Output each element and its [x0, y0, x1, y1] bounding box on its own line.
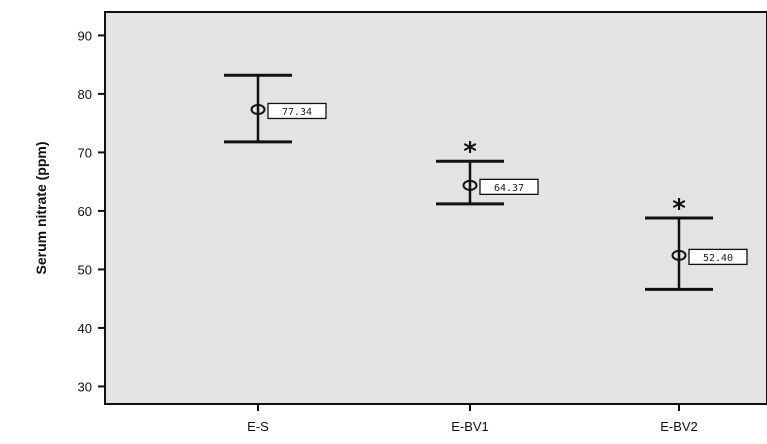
error-bars: 77.34 64.37 * 52.40 *: [224, 73, 748, 291]
mean-marker: [462, 179, 478, 191]
plot-area: [104, 11, 767, 405]
y-tick-label: 80: [78, 87, 92, 102]
x-tick-label: E-S: [247, 419, 269, 434]
significance-marker: *: [672, 194, 686, 224]
error-bar-group: 52.40 *: [645, 194, 748, 291]
error-bar-group: 64.37 *: [436, 137, 539, 206]
y-tick-label: 70: [78, 145, 92, 160]
value-label: 52.40: [703, 253, 733, 264]
x-tick-label: E-BV1: [451, 419, 489, 434]
value-label: 77.34: [282, 107, 312, 118]
mean-marker: [671, 249, 687, 261]
y-tick-label: 90: [78, 28, 92, 43]
y-axis-title: Serum nitrate (ppm): [33, 141, 49, 274]
error-bar-group: 77.34: [224, 73, 327, 144]
x-axis: E-S E-BV1 E-BV2: [247, 404, 698, 434]
y-tick-label: 30: [78, 379, 92, 394]
mean-marker: [250, 103, 266, 115]
value-label-box: [479, 178, 539, 196]
x-tick-label: E-BV2: [660, 419, 698, 434]
value-label-box: [688, 248, 748, 266]
value-label: 64.37: [494, 183, 524, 194]
significance-marker: *: [463, 137, 477, 167]
y-tick-label: 60: [78, 204, 92, 219]
value-label-box: [267, 102, 327, 120]
y-tick-label: 40: [78, 321, 92, 336]
y-tick-label: 50: [78, 262, 92, 277]
y-axis: 30 40 50 60 70 80 90: [78, 28, 105, 394]
